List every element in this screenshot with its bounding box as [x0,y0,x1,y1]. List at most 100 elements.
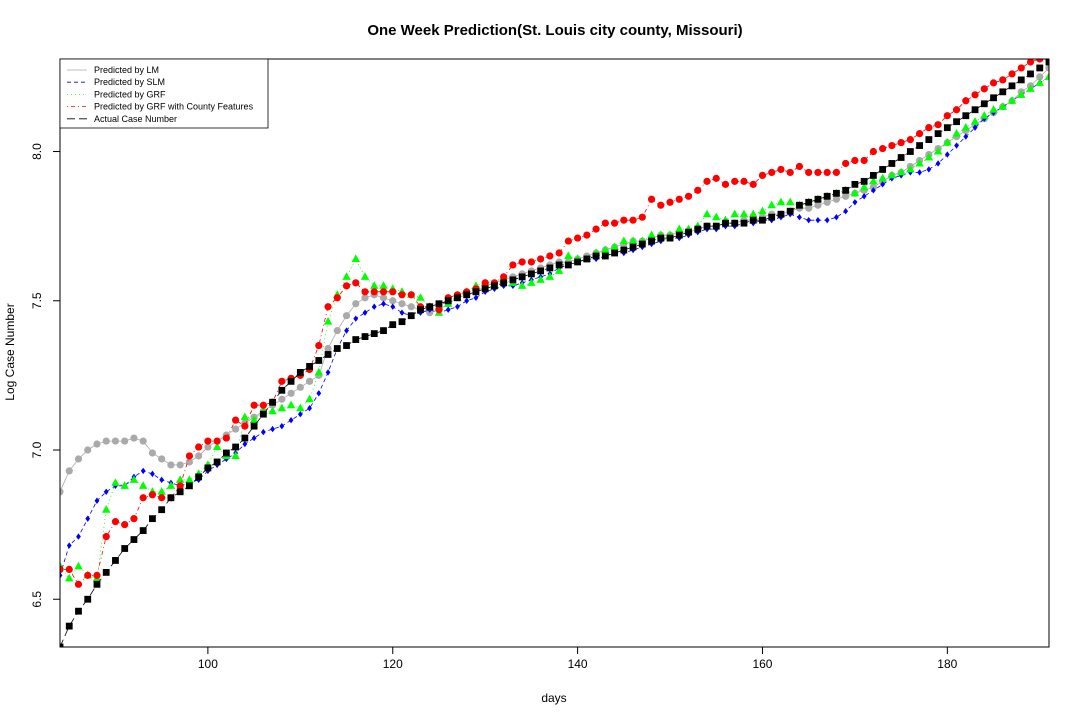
data-point [879,166,887,173]
data-point [971,91,979,99]
series-line [60,76,1049,576]
data-point [943,137,952,146]
data-point [675,231,683,239]
data-point [851,156,859,165]
data-point [592,225,600,233]
data-point [834,213,839,221]
data-point [102,568,110,576]
data-point [342,312,351,320]
data-point [259,401,267,409]
data-point [500,273,508,281]
data-point [259,410,267,418]
series-1 [60,73,1049,579]
data-point [241,434,249,442]
data-point [860,177,868,185]
data-point [1035,78,1044,86]
data-point [444,297,452,305]
data-point [740,219,748,227]
data-point [880,181,886,188]
data-point [398,300,406,308]
data-point [629,216,637,224]
data-point [610,242,619,251]
data-point [814,168,822,177]
data-point [869,176,878,185]
data-point [518,273,526,281]
data-point [758,171,767,180]
data-point [666,198,674,206]
data-point [120,481,129,489]
data-point [935,160,941,167]
data-point [952,106,961,114]
data-point [712,212,721,221]
data-point [795,162,804,171]
legend-label: Predicted by GRF with County Features [94,102,254,112]
data-point [620,216,628,224]
data-point [121,521,129,529]
data-point [240,412,250,421]
data-point [527,270,535,278]
data-point [279,422,285,430]
data-point [76,533,81,540]
data-point [324,303,332,311]
data-point [611,249,618,257]
data-point [906,135,914,144]
data-point [906,164,915,173]
data-point [749,180,757,188]
data-point [167,461,175,469]
data-point [758,206,767,215]
data-point [195,473,203,481]
data-point [344,327,349,334]
data-point [814,195,822,203]
data-point [158,506,166,514]
data-point [953,118,960,126]
chart-title: One Week Prediction(St. Louis city count… [367,22,742,39]
data-point [353,315,359,322]
plot-frame [59,58,1050,648]
data-point [158,494,166,502]
data-point [389,321,397,329]
data-point [111,518,120,526]
y-tick-label: 7.0 [30,441,44,458]
data-point [998,102,1007,110]
data-point [933,146,943,155]
data-point [342,272,351,280]
data-point [333,327,341,335]
data-point [399,309,405,316]
data-point [102,437,110,445]
data-point [934,121,942,129]
data-point [823,192,831,200]
data-point [915,130,924,138]
data-point [703,222,711,230]
data-point [721,180,730,188]
data-point [159,476,165,484]
axes: 100 120 140 160 180 6.5 7.0 7.5 8.0 [30,58,1050,671]
data-point [250,401,258,409]
data-point [278,395,286,403]
data-point [796,201,803,209]
data-point [731,177,739,185]
y-tick-label: 7.5 [30,292,44,309]
data-point [139,437,147,445]
data-point [768,213,776,221]
data-point [1008,82,1016,90]
data-point [980,100,988,108]
data-point [361,333,369,340]
data-point [351,254,360,262]
data-point [379,281,388,289]
data-point [574,258,582,266]
data-point [944,151,950,158]
data-point [407,303,415,311]
data-point [305,394,314,403]
data-point [360,272,370,280]
data-point [84,571,92,579]
series-0 [60,64,1049,496]
data-point [296,403,305,412]
data-point [628,236,638,245]
data-point [509,261,517,269]
data-point [954,142,959,149]
data-point [545,272,555,280]
data-point [518,258,526,266]
data-point [212,442,222,451]
data-point [657,201,665,209]
data-point [333,345,341,352]
